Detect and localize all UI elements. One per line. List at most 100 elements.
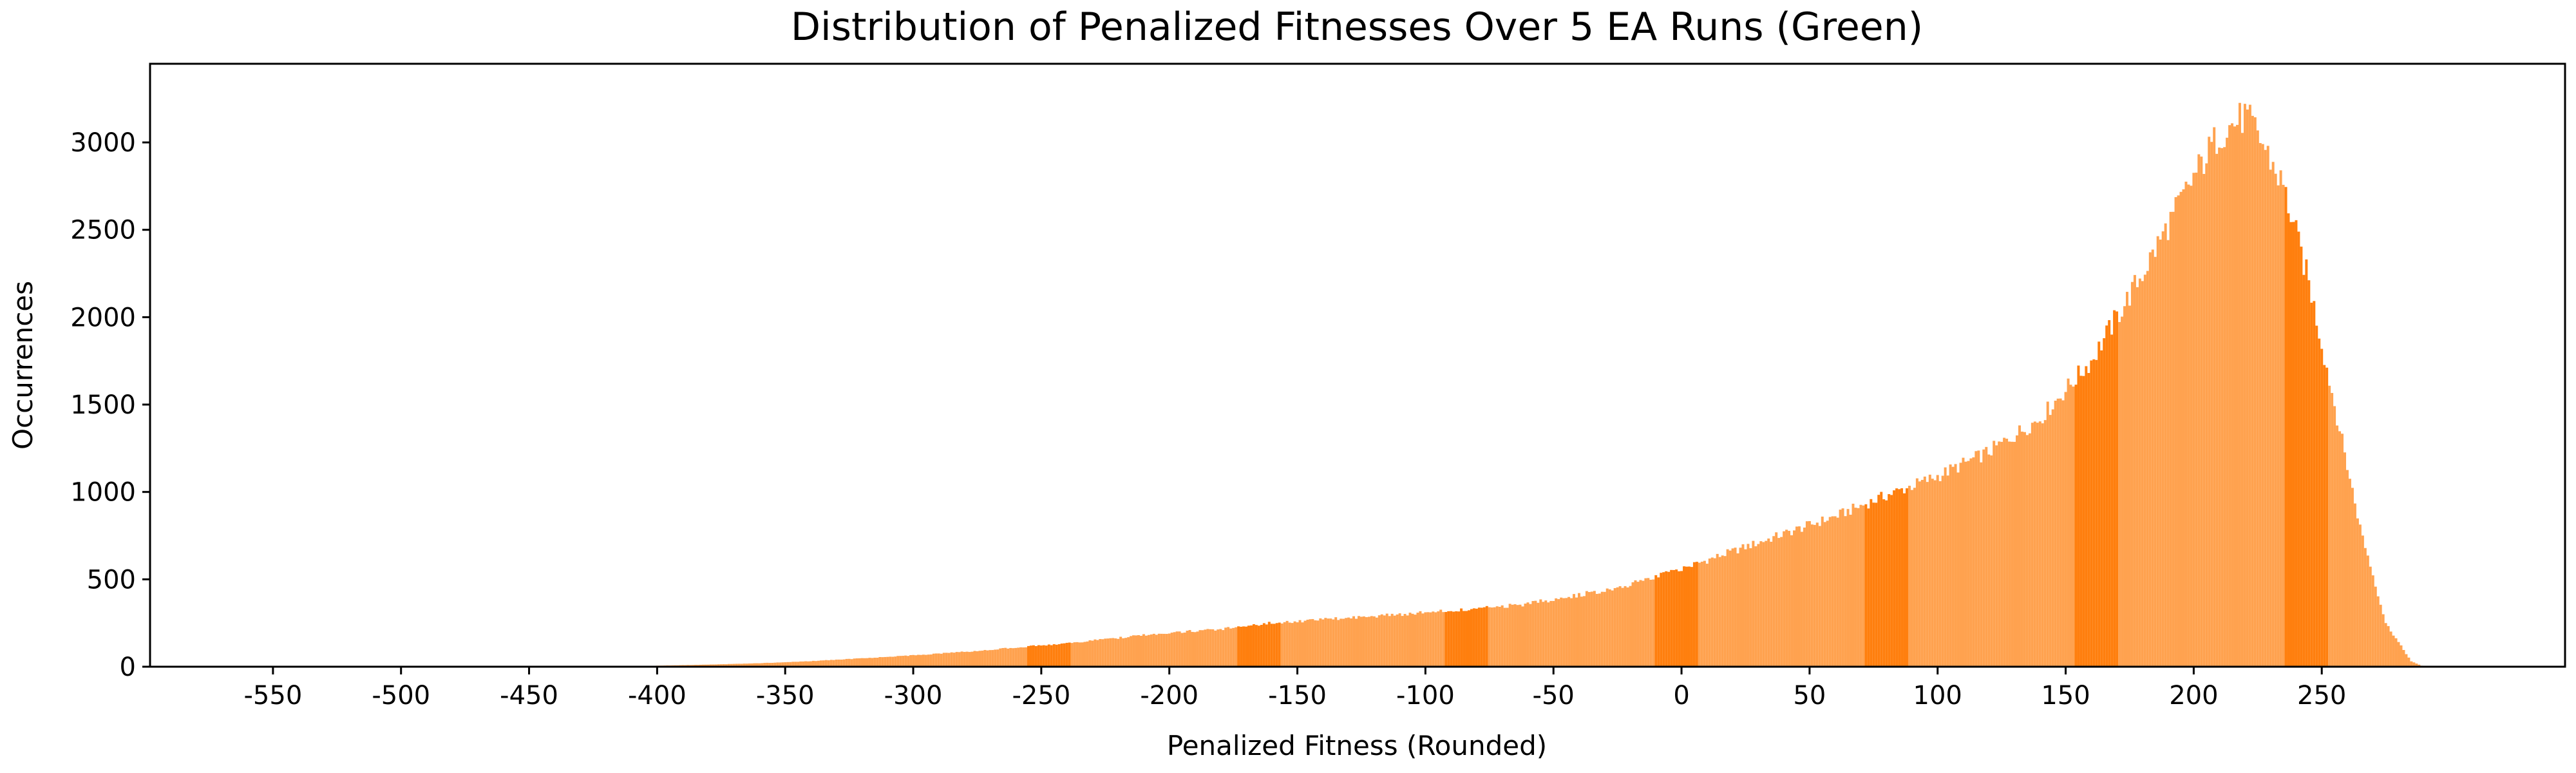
histogram-bar <box>845 658 848 667</box>
histogram-bar <box>1447 611 1450 667</box>
histogram-bar <box>914 655 918 667</box>
histogram-bar <box>2251 115 2254 667</box>
histogram-bar <box>1265 624 1268 667</box>
histogram-bar <box>1849 515 1852 667</box>
x-tick-label: -550 <box>243 681 302 711</box>
histogram-bar <box>1795 526 1798 667</box>
histogram-bar <box>1844 516 1847 667</box>
histogram-bar <box>2118 321 2121 667</box>
histogram-bar <box>1122 638 1125 667</box>
histogram-bar <box>781 662 784 667</box>
histogram-bar <box>2289 222 2293 667</box>
histogram-bar <box>1242 626 1245 667</box>
histogram-bar <box>811 660 815 667</box>
histogram-bar <box>1060 644 1063 667</box>
histogram-bar <box>724 664 728 667</box>
histogram-bar <box>1593 591 1596 667</box>
histogram-bar <box>1091 640 1094 667</box>
histogram-bar <box>2356 518 2359 667</box>
histogram-bar <box>2136 287 2139 667</box>
histogram-bar <box>1465 611 1468 667</box>
histogram-bar <box>1329 618 1332 667</box>
histogram-bar <box>1741 544 1745 667</box>
histogram-bar <box>797 662 800 667</box>
histogram-bar <box>2179 191 2183 667</box>
histogram-bar <box>2159 239 2162 667</box>
histogram-bar <box>2374 586 2377 667</box>
histogram-bar <box>761 663 764 667</box>
histogram-bar <box>1634 580 1637 667</box>
histogram-bar <box>1800 531 1803 667</box>
histogram-bar <box>1639 580 1642 667</box>
histogram-bar <box>1406 615 1409 667</box>
histogram-bar <box>907 656 910 667</box>
histogram-bar <box>2379 604 2382 667</box>
histogram-bar <box>2061 400 2065 667</box>
histogram-bar <box>1229 628 1233 667</box>
histogram-bar <box>1529 604 1532 667</box>
histogram-bar <box>2269 169 2272 667</box>
histogram-bar <box>1524 604 1527 667</box>
histogram-bar <box>2320 348 2324 667</box>
histogram-bar <box>1621 587 1624 667</box>
histogram-bar <box>1503 607 1506 667</box>
histogram-bar <box>1358 616 1360 667</box>
y-axis-ticks: 0 500 1000 1500 2000 2500 3000 <box>70 128 150 682</box>
histogram-bar <box>1301 622 1304 667</box>
histogram-bar <box>986 650 989 667</box>
histogram-bar <box>1444 612 1448 667</box>
histogram-bar <box>1257 625 1260 667</box>
histogram-bar <box>1347 617 1350 667</box>
histogram-bar <box>1142 634 1145 667</box>
histogram-bar <box>1993 441 1996 667</box>
histogram-bar <box>1859 504 1862 667</box>
histogram-bar <box>1590 591 1593 667</box>
histogram-bar <box>1956 472 1960 667</box>
histogram-bar <box>2105 325 2108 667</box>
histogram-bar <box>1537 602 1540 667</box>
histogram-bar <box>1009 647 1012 667</box>
histogram-bar <box>1127 637 1130 667</box>
histogram-bar <box>1560 597 1563 667</box>
histogram-bar <box>2174 197 2177 667</box>
histogram-bar <box>996 649 999 667</box>
chart-title: Distribution of Penalized Fitnesses Over… <box>791 5 1923 50</box>
histogram-bar <box>1022 647 1025 667</box>
histogram-bar <box>1267 622 1271 667</box>
histogram-bar <box>1687 566 1690 667</box>
histogram-bar <box>1908 486 1911 667</box>
histogram-bar <box>1109 638 1112 667</box>
histogram-bar <box>1557 599 1560 667</box>
histogram-bar <box>1969 458 1973 667</box>
histogram-bar <box>1224 627 1227 667</box>
histogram-bar <box>2397 642 2400 667</box>
histogram-bar <box>2046 401 2049 667</box>
histogram-bar <box>1017 647 1020 667</box>
histogram-bar <box>1752 540 1755 667</box>
histogram-bar <box>1324 618 1327 667</box>
histogram-bar <box>1552 600 1555 667</box>
histogram-bar <box>1718 557 1721 667</box>
histogram-bar <box>2023 432 2026 667</box>
y-tick-label: 1500 <box>70 390 136 420</box>
histogram-bar <box>1327 618 1330 667</box>
histogram-bar <box>945 653 948 667</box>
histogram-bar <box>1255 625 1258 667</box>
histogram-bar <box>855 658 858 667</box>
histogram-bar <box>878 657 882 667</box>
histogram-bar <box>1562 598 1566 667</box>
histogram-bar <box>1178 631 1181 667</box>
histogram-bar <box>2284 187 2287 667</box>
histogram-bar <box>1293 621 1296 667</box>
histogram-bar <box>1152 633 1155 667</box>
histogram-bar <box>1411 613 1414 667</box>
histogram-bar <box>727 663 730 667</box>
histogram-bar <box>1475 608 1478 667</box>
histogram-bar <box>1797 526 1801 667</box>
histogram-bar <box>1285 620 1289 667</box>
histogram-bar <box>868 658 871 667</box>
histogram-bar <box>2064 392 2067 667</box>
histogram-bar <box>1173 632 1176 667</box>
histogram-bar <box>2208 137 2211 667</box>
